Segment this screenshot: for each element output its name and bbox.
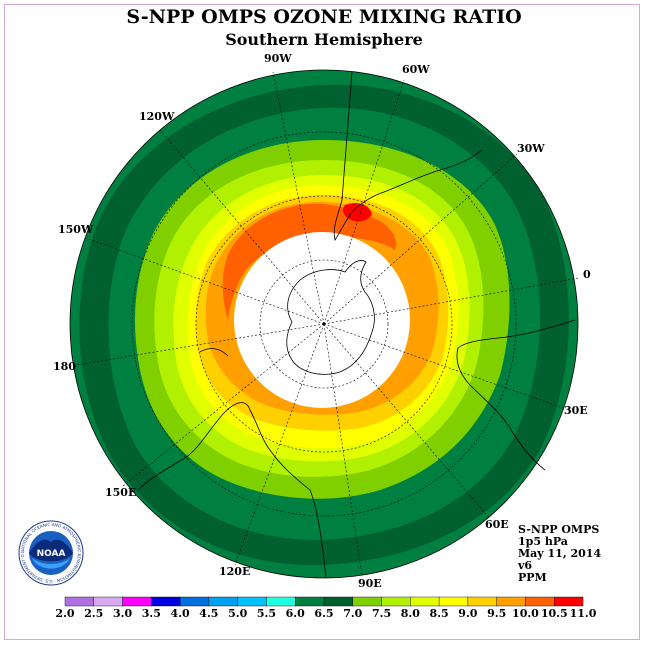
colorbar-tick-label: 6.5 [314, 607, 334, 620]
instrument-label: S-NPP OMPS [518, 523, 600, 536]
noaa-logo-text: NOAA [37, 549, 66, 559]
colorbar-tick-label: 6.0 [285, 607, 305, 620]
ozone-field [70, 70, 578, 578]
colorbar-tick-label: 4.5 [199, 607, 219, 620]
lon-label-60e: 60E [485, 518, 509, 531]
lon-label-90e: 90E [358, 577, 382, 590]
version-label: v6 [518, 559, 533, 572]
colorbar-tick-label: 10.0 [512, 607, 539, 620]
colorbar-tick-label: 8.5 [429, 607, 449, 620]
colorbar-tick-label: 2.5 [84, 607, 104, 620]
colorbar-swatch [323, 596, 353, 607]
colorbar-swatch [266, 596, 296, 607]
colorbar-swatch [295, 596, 325, 607]
colorbar-swatch [496, 596, 526, 607]
colorbar-swatch [467, 596, 497, 607]
colorbar-swatch [122, 596, 152, 607]
map-title: S-NPP OMPS OZONE MIXING RATIO [126, 6, 522, 28]
lon-label-180: 180 [53, 360, 76, 373]
lon-label-120w: 120W [139, 110, 175, 123]
map-boundary [69, 69, 579, 579]
lon-label-30e: 30E [564, 404, 588, 417]
colorbar-tick-label: 8.0 [400, 607, 420, 620]
colorbar-swatch [352, 596, 382, 607]
units-label: PPM [518, 571, 547, 584]
info-block: S-NPP OMPS 1p5 hPa May 11, 2014 v6 PPM [518, 524, 601, 584]
colorbar-tick-label: 7.5 [371, 607, 392, 620]
lon-label-150w: 150W [58, 223, 94, 236]
pressure-level-label: 1p5 hPa [518, 535, 568, 548]
colorbar-swatch [410, 596, 440, 607]
colorbar-swatch [554, 596, 584, 607]
date-label: May 11, 2014 [518, 547, 602, 560]
colorbar-swatch [381, 596, 411, 607]
colorbar-swatch [151, 596, 181, 607]
coastlines [137, 71, 576, 579]
colorbar-tick-label: 9.5 [487, 607, 507, 620]
colorbar-swatch [525, 596, 555, 607]
colorbar-tick-label: 5.0 [228, 607, 248, 620]
colorbar-tick-label: 5.5 [256, 607, 277, 620]
colorbar-tick-label: 3.5 [141, 607, 161, 620]
colorbar-swatch [64, 596, 94, 607]
colorbar-tick-label: 11.0 [569, 607, 597, 620]
lon-label-120e: 120E [219, 565, 251, 578]
colorbar-tick-label: 2.0 [55, 607, 75, 620]
lon-label-150e: 150E [105, 486, 137, 499]
colorbar-swatch [93, 596, 123, 607]
colorbar-tick-label: 9.0 [458, 607, 478, 620]
colorbar-tick-labels: 2.0 2.5 3.0 3.5 4.0 4.5 5.0 5.5 6.0 6.5 7.0 7.5 8.0 8… [0, 607, 648, 621]
map-frame [4, 4, 640, 640]
colorbar-swatch [179, 596, 210, 607]
lon-label-0: 0 [583, 268, 591, 281]
colorbar-swatch [438, 596, 469, 607]
colorbar-tick-label: 4.0 [170, 607, 190, 620]
lon-label-30w: 30W [517, 142, 545, 155]
map-subtitle: Southern Hemisphere [225, 30, 423, 49]
colorbar-tick-label: 7.0 [343, 607, 363, 620]
colorbar-tick-label: 3.0 [112, 607, 133, 620]
lon-label-60w: 60W [402, 63, 430, 76]
colorbar-tick-label: 10.5 [540, 607, 568, 620]
lon-label-90w: 90W [264, 52, 292, 65]
colorbar-swatch [208, 596, 238, 607]
colorbar-swatch [237, 596, 267, 607]
noaa-logo-icon: NATIONAL OCEANIC AND ATMOSPHERIC ADMINIS… [18, 520, 84, 586]
